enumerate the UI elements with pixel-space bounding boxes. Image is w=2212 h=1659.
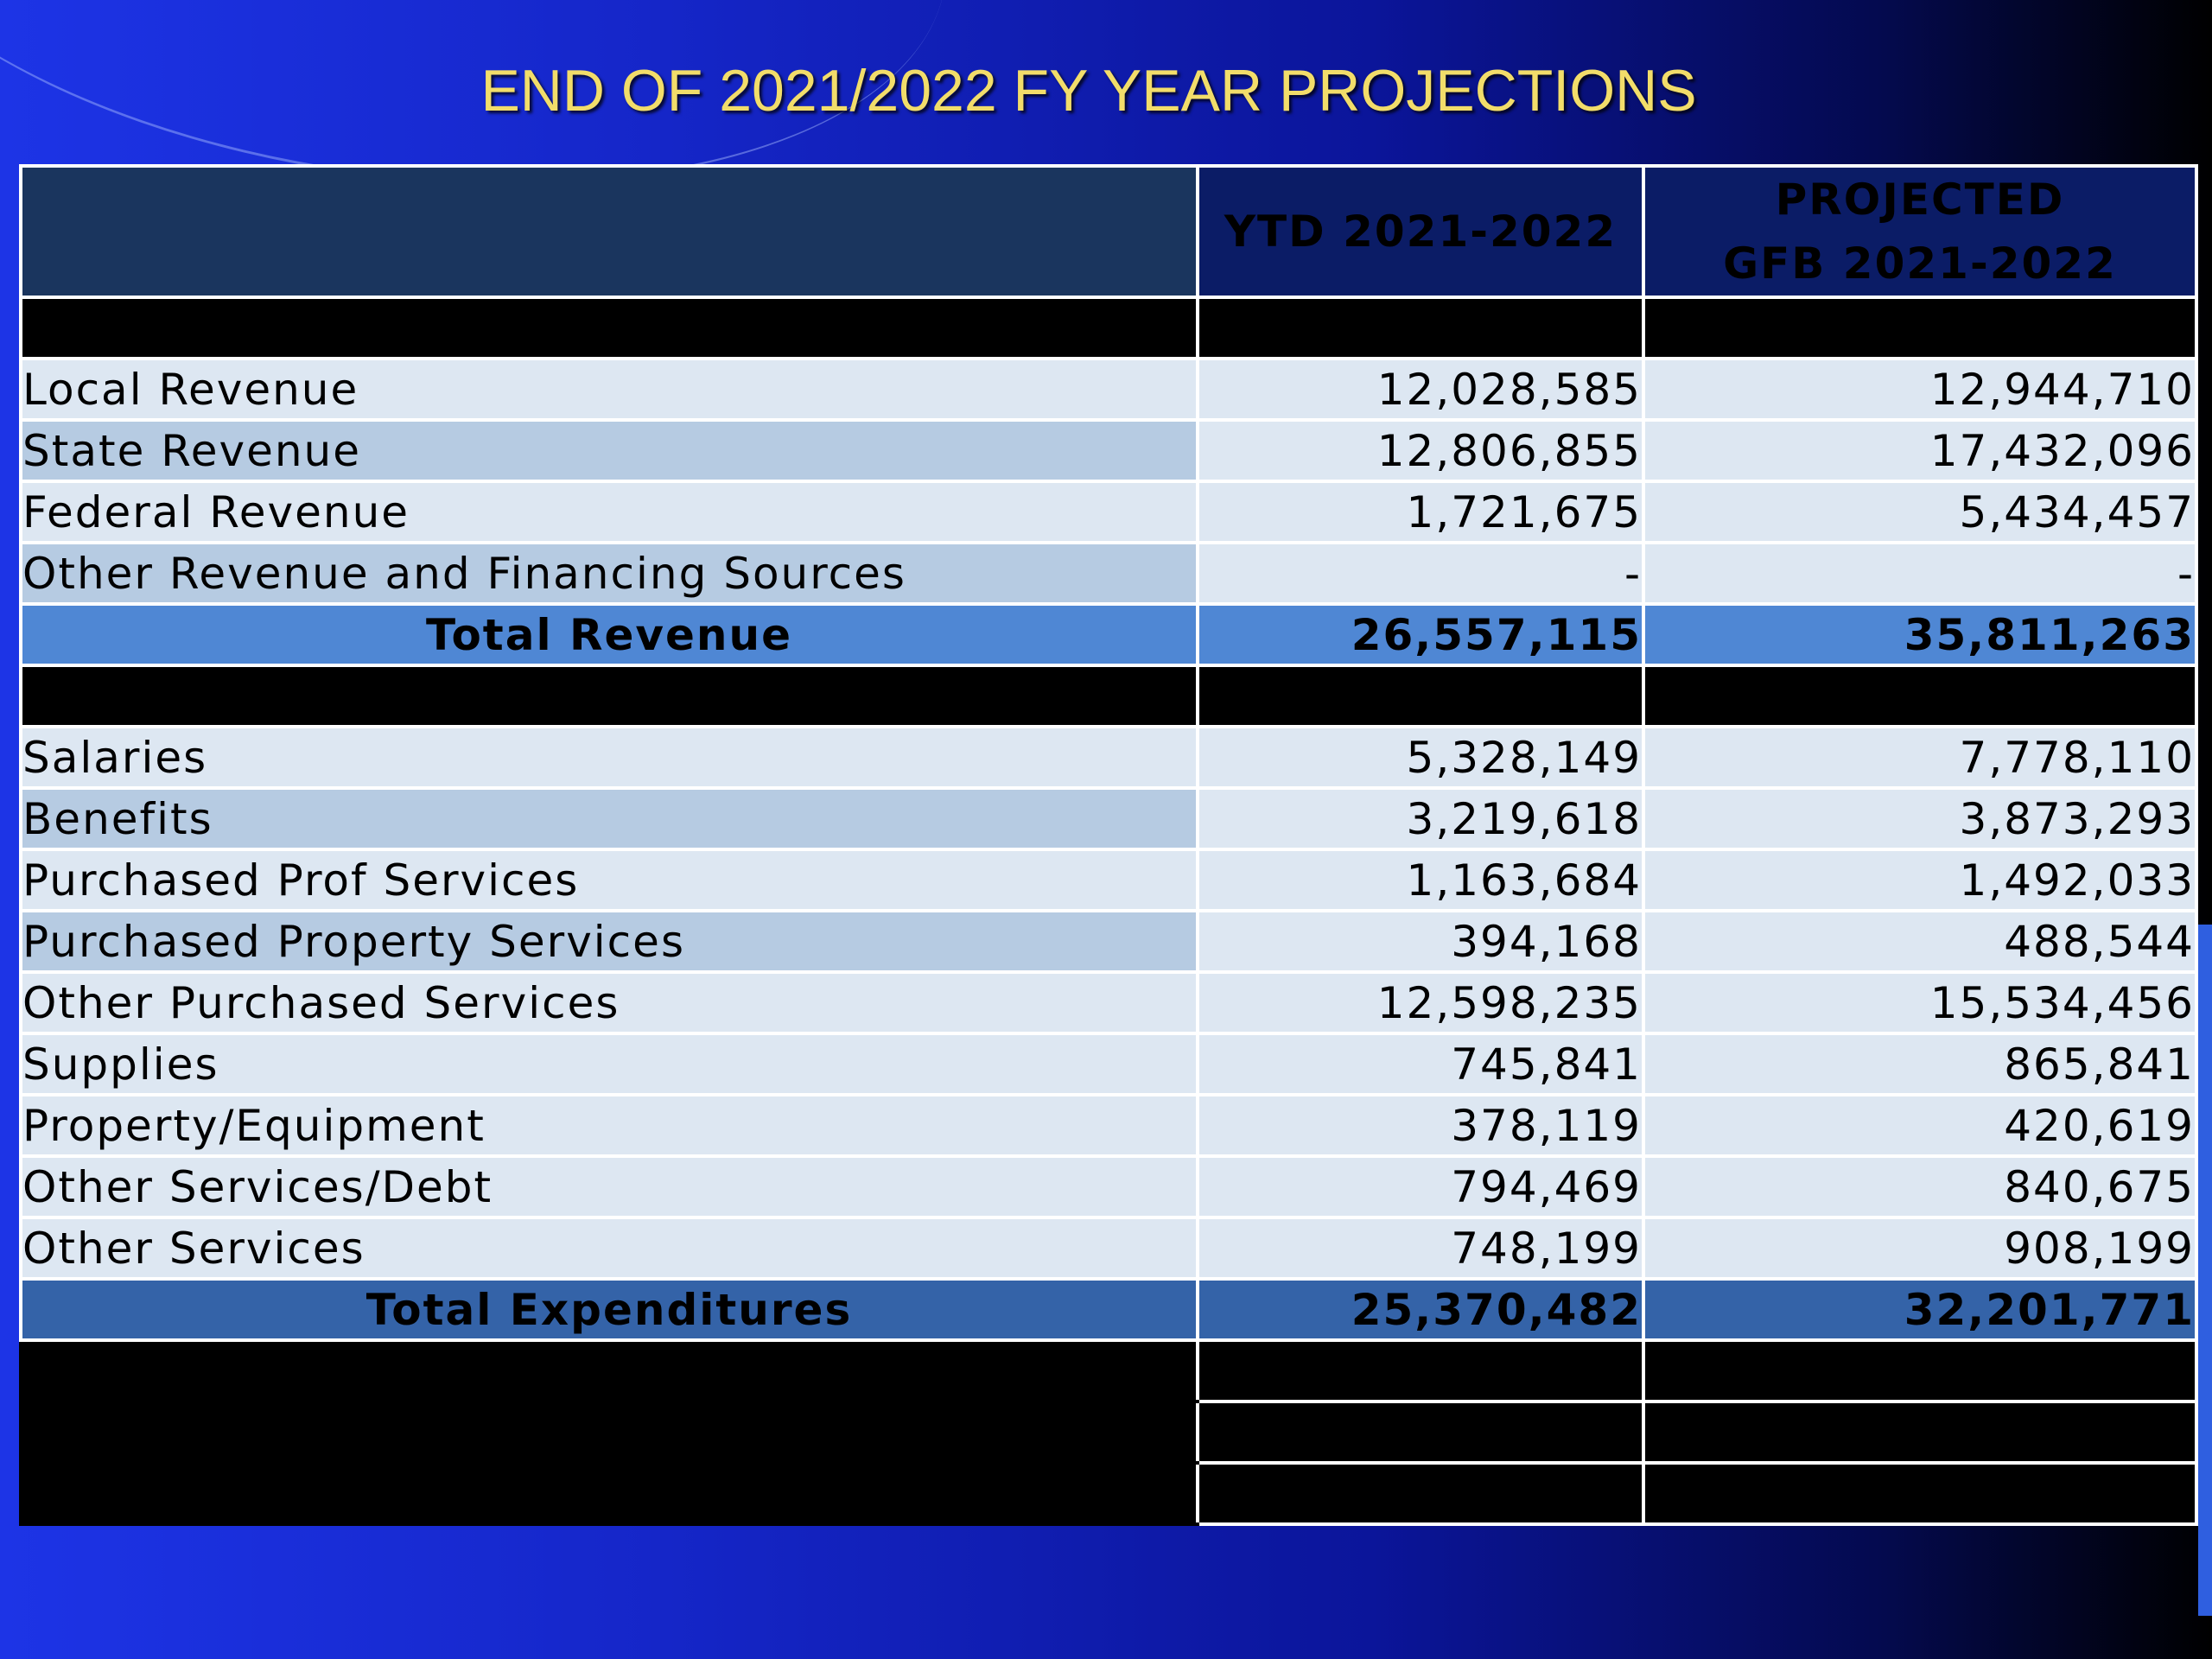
ytd-value: 12,598,235 (1196, 970, 1645, 1035)
total-expenditures-label: Total Expenditures (19, 1277, 1199, 1342)
fund-balance-amount: 3,609,492 (1903, 1345, 2162, 1396)
row-label: Other Revenue and Financing Sources (19, 541, 1199, 606)
header-projected-line1: PROJECTED (1775, 175, 2065, 225)
dollar-sign: $ (1749, 1407, 1781, 1458)
ytd-value: 3,219,618 (1196, 786, 1645, 851)
header-projected-line2: GFB 2021-2022 (1723, 238, 2117, 289)
section-row-expenditures: Expenditures: (19, 664, 2198, 728)
projected-value: 12,944,710 (1642, 357, 2198, 422)
row-label: Benefits (19, 786, 1199, 851)
fund-balance-amount-cell: $ 3,609,492 (1642, 1338, 2198, 1403)
projected-value: 3,873,293 (1642, 786, 2198, 851)
projected-value: 17,432,096 (1642, 418, 2198, 483)
section-empty-cell (1642, 664, 2198, 728)
row-label: Other Services (19, 1216, 1199, 1281)
section-label-expenditures: Expenditures: (19, 664, 1199, 728)
fund-balance-amount-cell: $ 10,215,834 (1642, 1461, 2198, 1526)
section-empty-cell (1196, 296, 1645, 360)
table-row: Salaries 5,328,149 7,778,110 (19, 725, 2198, 790)
fund-balance-empty-cell (1196, 1461, 1645, 1526)
slide-title: END OF 2021/2022 FY YEAR PROJECTIONS (480, 58, 1697, 124)
fund-balance-row: Projected Fund Balance for 2021-2022 $ 3… (19, 1338, 2198, 1403)
fund-balance-row: Fund Balance, as of 7/1/2021 $ 6,606,342 (19, 1400, 2198, 1465)
section-empty-cell (1642, 296, 2198, 360)
header-ytd: YTD 2021-2022 (1196, 164, 1645, 299)
projected-value: 7,778,110 (1642, 725, 2198, 790)
ytd-value: 12,028,585 (1196, 357, 1645, 422)
projected-value: 865,841 (1642, 1032, 2198, 1096)
projected-value: 15,534,456 (1642, 970, 2198, 1035)
table-row: Supplies 745,841 865,841 (19, 1032, 2198, 1096)
row-label: State Revenue (19, 418, 1199, 483)
total-revenue-ytd: 26,557,115 (1196, 602, 1645, 667)
projected-value: 420,619 (1642, 1093, 2198, 1158)
ytd-value: - (1196, 541, 1645, 606)
fund-balance-amount: 6,606,342 (1903, 1407, 2162, 1458)
ytd-value: 794,469 (1196, 1154, 1645, 1219)
table-row: State Revenue 12,806,855 17,432,096 (19, 418, 2198, 483)
ytd-value: 1,721,675 (1196, 480, 1645, 544)
table-row: Other Services/Debt 794,469 840,675 (19, 1154, 2198, 1219)
projected-value: 840,675 (1642, 1154, 2198, 1219)
ytd-value: 378,119 (1196, 1093, 1645, 1158)
fund-balance-label: Fund Balance, as of 7/1/2021 (19, 1400, 1199, 1465)
projected-value: 5,434,457 (1642, 480, 2198, 544)
header-projected: PROJECTED GFB 2021-2022 (1642, 164, 2198, 299)
fund-balance-row: Accumulative Fund Balance, 6/30/2022 $ 1… (19, 1461, 2198, 1526)
table-row: Federal Revenue 1,721,675 5,434,457 (19, 480, 2198, 544)
decorative-side-bar (2198, 925, 2212, 1616)
dollar-sign: $ (1749, 1468, 1781, 1519)
table-row: Other Revenue and Financing Sources - - (19, 541, 2198, 606)
total-revenue-label: Total Revenue (19, 602, 1199, 667)
fund-balance-amount-cell: $ 6,606,342 (1642, 1400, 2198, 1465)
row-label: Other Services/Debt (19, 1154, 1199, 1219)
total-expenditures-projected: 32,201,771 (1642, 1277, 2198, 1342)
ytd-value: 745,841 (1196, 1032, 1645, 1096)
table-row: Property/Equipment 378,119 420,619 (19, 1093, 2198, 1158)
ytd-value: 394,168 (1196, 909, 1645, 974)
table-row: Local Revenue 12,028,585 12,944,710 (19, 357, 2198, 422)
financial-table: YTD 2021-2022 PROJECTED GFB 2021-2022 Re… (19, 164, 2198, 1526)
table-row: Benefits 3,219,618 3,873,293 (19, 786, 2198, 851)
ytd-value: 12,806,855 (1196, 418, 1645, 483)
total-revenue-row: Total Revenue 26,557,115 35,811,263 (19, 602, 2198, 667)
row-label: Purchased Property Services (19, 909, 1199, 974)
projected-value: 908,199 (1642, 1216, 2198, 1281)
fund-balance-label: Projected Fund Balance for 2021-2022 (19, 1338, 1199, 1403)
ytd-value: 5,328,149 (1196, 725, 1645, 790)
header-blank-cell (19, 164, 1199, 299)
row-label: Local Revenue (19, 357, 1199, 422)
ytd-value: 748,199 (1196, 1216, 1645, 1281)
section-row-revenue: Revenue: (19, 296, 2198, 360)
table-row: Other Purchased Services 12,598,235 15,5… (19, 970, 2198, 1035)
total-revenue-projected: 35,811,263 (1642, 602, 2198, 667)
ytd-value: 1,163,684 (1196, 848, 1645, 912)
projected-value: 1,492,033 (1642, 848, 2198, 912)
row-label: Federal Revenue (19, 480, 1199, 544)
table-header-row: YTD 2021-2022 PROJECTED GFB 2021-2022 (19, 164, 2198, 299)
fund-balance-amount: 10,215,834 (1871, 1468, 2162, 1519)
fund-balance-empty-cell (1196, 1338, 1645, 1403)
row-label: Supplies (19, 1032, 1199, 1096)
projected-value: - (1642, 541, 2198, 606)
total-expenditures-ytd: 25,370,482 (1196, 1277, 1645, 1342)
projected-value: 488,544 (1642, 909, 2198, 974)
row-label: Property/Equipment (19, 1093, 1199, 1158)
table-row: Other Services 748,199 908,199 (19, 1216, 2198, 1281)
fund-balance-label: Accumulative Fund Balance, 6/30/2022 (19, 1461, 1199, 1526)
table-row: Purchased Property Services 394,168 488,… (19, 909, 2198, 974)
row-label: Salaries (19, 725, 1199, 790)
dollar-sign: $ (1749, 1345, 1781, 1396)
total-expenditures-row: Total Expenditures 25,370,482 32,201,771 (19, 1277, 2198, 1342)
table-row: Purchased Prof Services 1,163,684 1,492,… (19, 848, 2198, 912)
row-label: Other Purchased Services (19, 970, 1199, 1035)
section-label-revenue: Revenue: (19, 296, 1199, 360)
row-label: Purchased Prof Services (19, 848, 1199, 912)
fund-balance-empty-cell (1196, 1400, 1645, 1465)
section-empty-cell (1196, 664, 1645, 728)
